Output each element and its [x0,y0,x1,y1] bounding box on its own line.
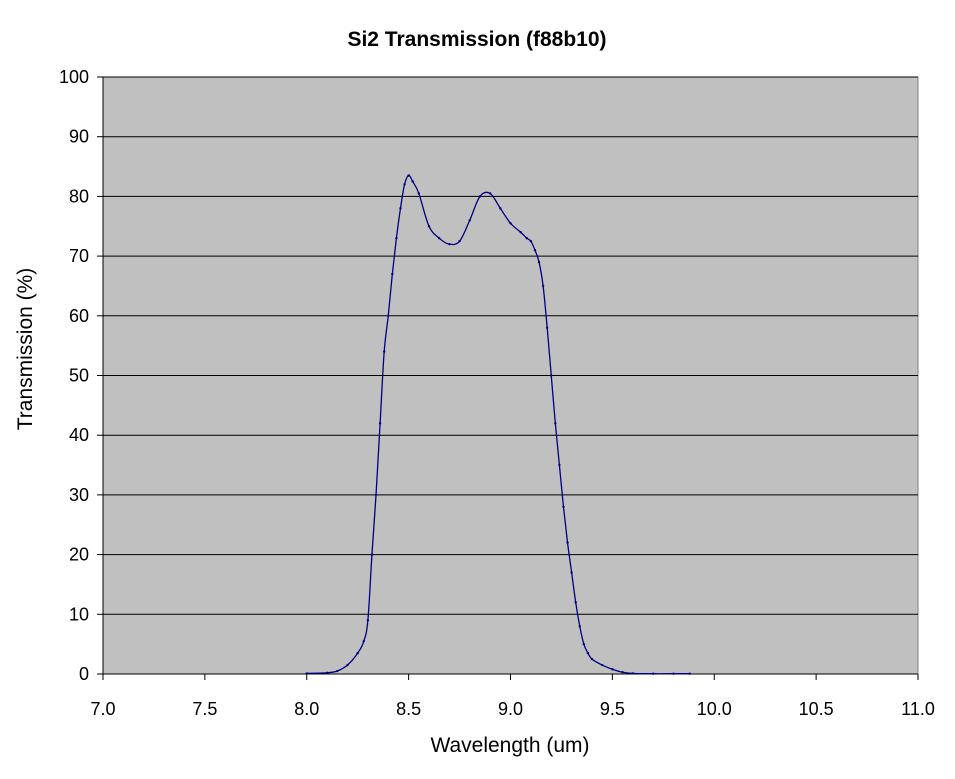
data-point [387,314,390,317]
data-point [458,239,461,243]
data-point [411,180,414,183]
x-tick-label: 8.5 [396,699,421,719]
x-tick-label: 9.0 [498,699,523,719]
data-point [525,236,528,240]
data-point [590,657,594,661]
data-point [688,672,691,675]
data-point [519,231,522,234]
x-tick-label: 9.5 [600,699,625,719]
data-point [336,669,339,673]
data-point [533,248,537,252]
data-point [541,284,545,288]
data-point [611,668,614,671]
y-tick-label: 50 [69,366,89,386]
data-point [672,672,675,675]
y-tick-label: 70 [69,246,89,266]
series-layer [305,174,691,675]
data-point [427,225,431,228]
data-point [509,222,512,225]
data-point [378,422,382,425]
data-point [407,174,410,177]
data-point [417,192,421,195]
y-tick-label: 80 [69,186,89,206]
chart-title: Si2 Transmission (f88b10) [347,28,606,51]
data-point [545,326,549,329]
x-axis-label: Wavelength (um) [430,734,589,757]
x-tick-label: 11.0 [901,699,935,719]
data-point [305,672,308,675]
data-point [537,260,541,264]
data-point [529,239,533,243]
data-point [488,192,492,195]
data-point [346,663,349,667]
y-tick-label: 90 [69,127,89,147]
y-axis-label: Transmission (%) [14,268,37,431]
y-tick-label: 10 [69,604,89,624]
data-point [586,651,590,655]
data-point [578,625,581,628]
data-point [374,493,378,497]
data-point [558,463,561,467]
data-point [382,350,386,353]
data-point [399,207,402,210]
data-point [370,553,374,556]
data-point [499,207,502,210]
y-tick-label: 100 [59,67,89,87]
data-point [403,183,406,186]
x-tick-label: 8.0 [294,699,319,719]
y-tick-label: 60 [69,306,89,326]
axes [97,76,919,680]
data-point [437,236,441,240]
data-point [391,272,394,276]
data-point [468,219,471,222]
data-point [651,672,655,675]
data-point [554,422,557,425]
data-point [366,619,370,622]
data-point [550,374,553,377]
data-point [631,672,634,675]
x-tick-label: 10.0 [697,699,732,719]
y-tick-labels: 0 10 20 30 40 50 60 70 80 90 100 [59,67,89,684]
data-point [600,663,604,667]
data-point [356,651,359,655]
data-point [574,601,577,604]
data-point [448,242,451,246]
y-tick-label: 20 [69,545,89,565]
data-point [325,671,329,675]
data-point [621,671,624,674]
x-tick-labels: 7.0 7.5 8.0 8.5 9.0 9.5 10.0 10.5 11.0 [90,699,934,719]
data-point [582,642,586,646]
y-tick-label: 0 [79,664,89,684]
x-tick-label: 7.5 [192,699,217,719]
y-tick-label: 40 [69,425,89,445]
x-tick-label: 10.5 [799,699,834,719]
gridlines [103,76,918,615]
data-point [570,571,573,574]
data-point [395,236,398,240]
y-tick-label: 30 [69,485,89,505]
data-point [362,639,365,643]
x-tick-label: 7.0 [90,699,115,719]
data-point [478,195,482,198]
data-point [566,541,569,544]
data-point [562,505,565,509]
